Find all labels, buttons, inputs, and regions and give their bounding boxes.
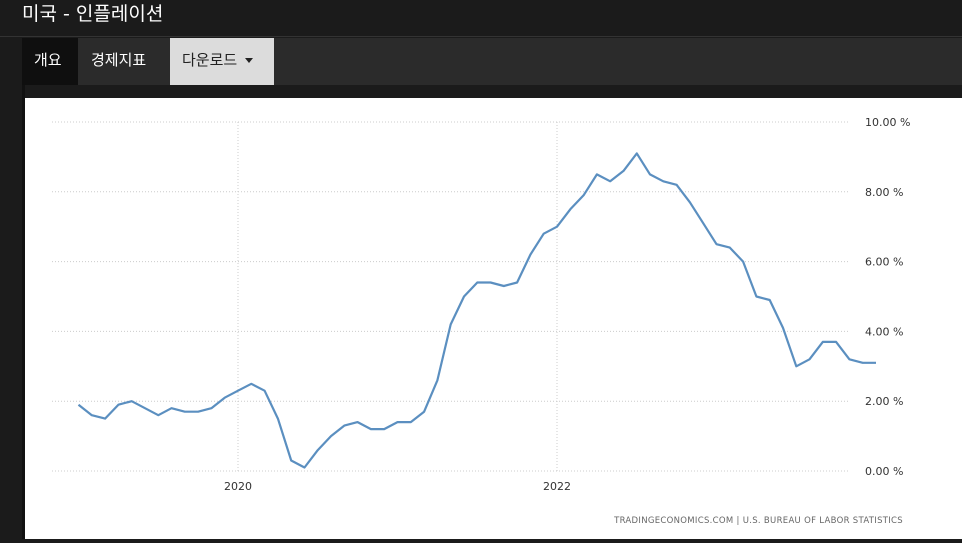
series-layer: [77, 152, 876, 469]
inflation-chart: 0.00 % 2.00 % 4.00 % 6.00 % 8.00 % 10.00 % 202…: [52, 116, 910, 526]
nav-bar: 개요 경제지표 다운로드: [22, 38, 962, 85]
y-tick-label: 8.00 %: [865, 186, 903, 199]
source-credit: TRADINGECONOMICS.COM | U.S. BUREAU OF LA…: [613, 516, 903, 526]
tab-overview[interactable]: 개요: [22, 38, 78, 85]
caret-down-icon: [245, 58, 254, 63]
y-tick-label: 0.00 %: [865, 465, 903, 478]
tab-indicators[interactable]: 경제지표: [91, 51, 147, 69]
y-tick-label: 10.00 %: [865, 116, 910, 129]
x-tick-label: 2020: [224, 480, 252, 493]
y-tick-label: 4.00 %: [865, 325, 903, 338]
title-bar: 미국 - 인플레이션: [0, 0, 962, 37]
tab-download-label: 다운로드: [182, 51, 238, 69]
tab-download-dropdown[interactable]: 다운로드: [170, 38, 274, 85]
x-tick-label: 2022: [543, 480, 571, 493]
y-tick-label: 2.00 %: [865, 395, 903, 408]
page-title: 미국 - 인플레이션: [22, 3, 164, 25]
left-divider: [22, 85, 25, 539]
chart-panel: 0.00 % 2.00 % 4.00 % 6.00 % 8.00 % 10.00 % 202…: [25, 98, 962, 539]
y-tick-label: 6.00 %: [865, 256, 903, 269]
grid: [52, 121, 850, 472]
inflation-series-line: [77, 152, 876, 469]
axis-labels: 0.00 % 2.00 % 4.00 % 6.00 % 8.00 % 10.00 % 202…: [224, 116, 910, 493]
